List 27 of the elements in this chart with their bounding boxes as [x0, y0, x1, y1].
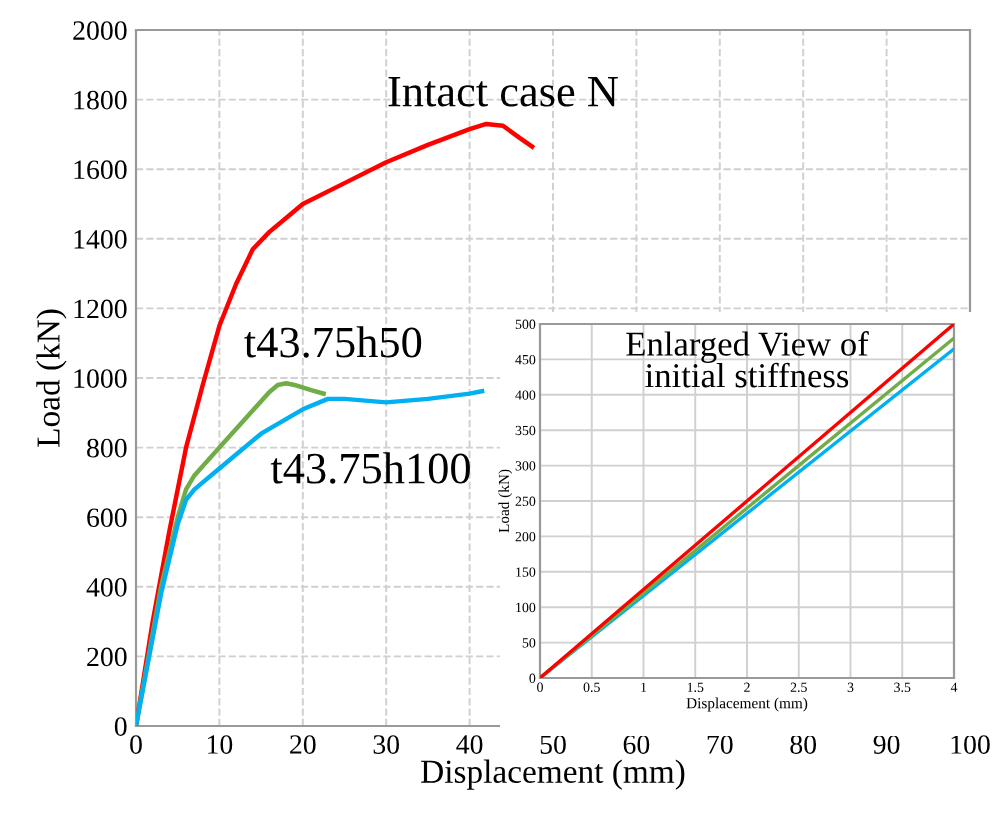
series-label: Intact case N — [388, 77, 618, 107]
x-tick-label: 100 — [951, 735, 990, 754]
x-tick-label: 20 — [290, 735, 316, 754]
x-tick-label: 0 — [130, 735, 142, 754]
x-axis-title: Displacement (mm) — [421, 759, 685, 790]
y-tick-label: 1800 — [74, 90, 127, 110]
x-tick-label: 80 — [790, 735, 817, 754]
x-tick-label: 40 — [456, 735, 483, 754]
y-tick-label: 1400 — [74, 229, 127, 249]
x-tick-label: 10 — [207, 735, 233, 754]
x-tick-label: 60 — [623, 735, 650, 754]
y-tick-label: 600 — [87, 508, 127, 528]
text: Enlarged View of initial stiffness — [626, 331, 869, 388]
y-tick-label: 1200 — [74, 299, 127, 319]
y-tick-label: 1600 — [74, 160, 127, 180]
x-tick-label: 30 — [373, 735, 400, 754]
series-label: t43.75h100 — [270, 452, 470, 484]
line-series — [136, 389, 485, 726]
y-tick-label: 0 — [114, 717, 127, 736]
y-tick-label: 2000 — [73, 21, 127, 40]
y-tick-label: 400 — [86, 577, 127, 597]
x-tick-label: 90 — [873, 735, 900, 754]
y-tick-label: 800 — [87, 438, 127, 458]
y-tick-label: 200 — [87, 647, 127, 667]
y-axis-title: Load (kN) — [36, 309, 67, 447]
series-label: t43.75h50 — [244, 326, 422, 358]
y-tick-label: 1000 — [74, 369, 127, 388]
